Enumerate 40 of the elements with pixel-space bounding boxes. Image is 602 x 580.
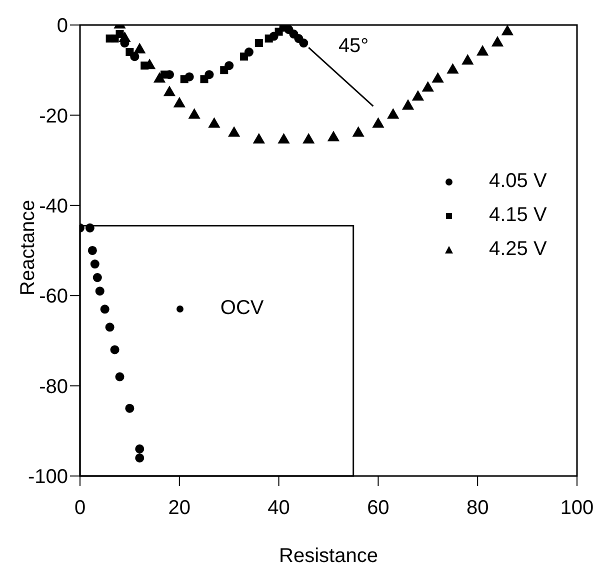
x-tick-label: 0 [74,497,86,520]
point [110,345,120,354]
point [135,444,144,454]
x-tick-label: 40 [268,497,290,520]
point [92,273,102,282]
x-axis-title: Resistance [279,545,378,567]
x-tick-label: 60 [367,497,390,520]
x-tick-label: 100 [560,497,594,520]
point [299,38,308,48]
point [95,286,104,296]
legend-label: 4.05 V [489,170,547,193]
y-axis-title: Reactance [17,200,40,296]
point [274,28,283,36]
x-tick-label: 80 [466,497,489,520]
legend-label: OCV [220,297,264,320]
y-tick-label: -60 [39,286,68,308]
point [126,48,134,56]
y-tick-label: -80 [39,376,68,398]
point [180,75,188,84]
point [90,260,100,269]
annotation: 45° [338,35,369,58]
point [85,223,94,232]
point [135,453,144,462]
point [240,52,248,61]
point [105,322,114,332]
point [264,34,273,43]
point [254,39,263,48]
point [115,372,124,382]
y-tick-label: 0 [56,15,68,38]
x-tick-label: 20 [168,497,191,520]
point [100,304,110,314]
point [88,246,97,256]
legend-label: 4.15 V [489,204,547,227]
y-tick-label: -20 [39,105,68,128]
y-tick-label: -40 [39,196,68,218]
y-tick-label: -100 [28,466,68,488]
legend-label: 4.25 V [489,238,547,261]
point [125,404,134,413]
point [220,66,228,74]
point [200,75,208,84]
